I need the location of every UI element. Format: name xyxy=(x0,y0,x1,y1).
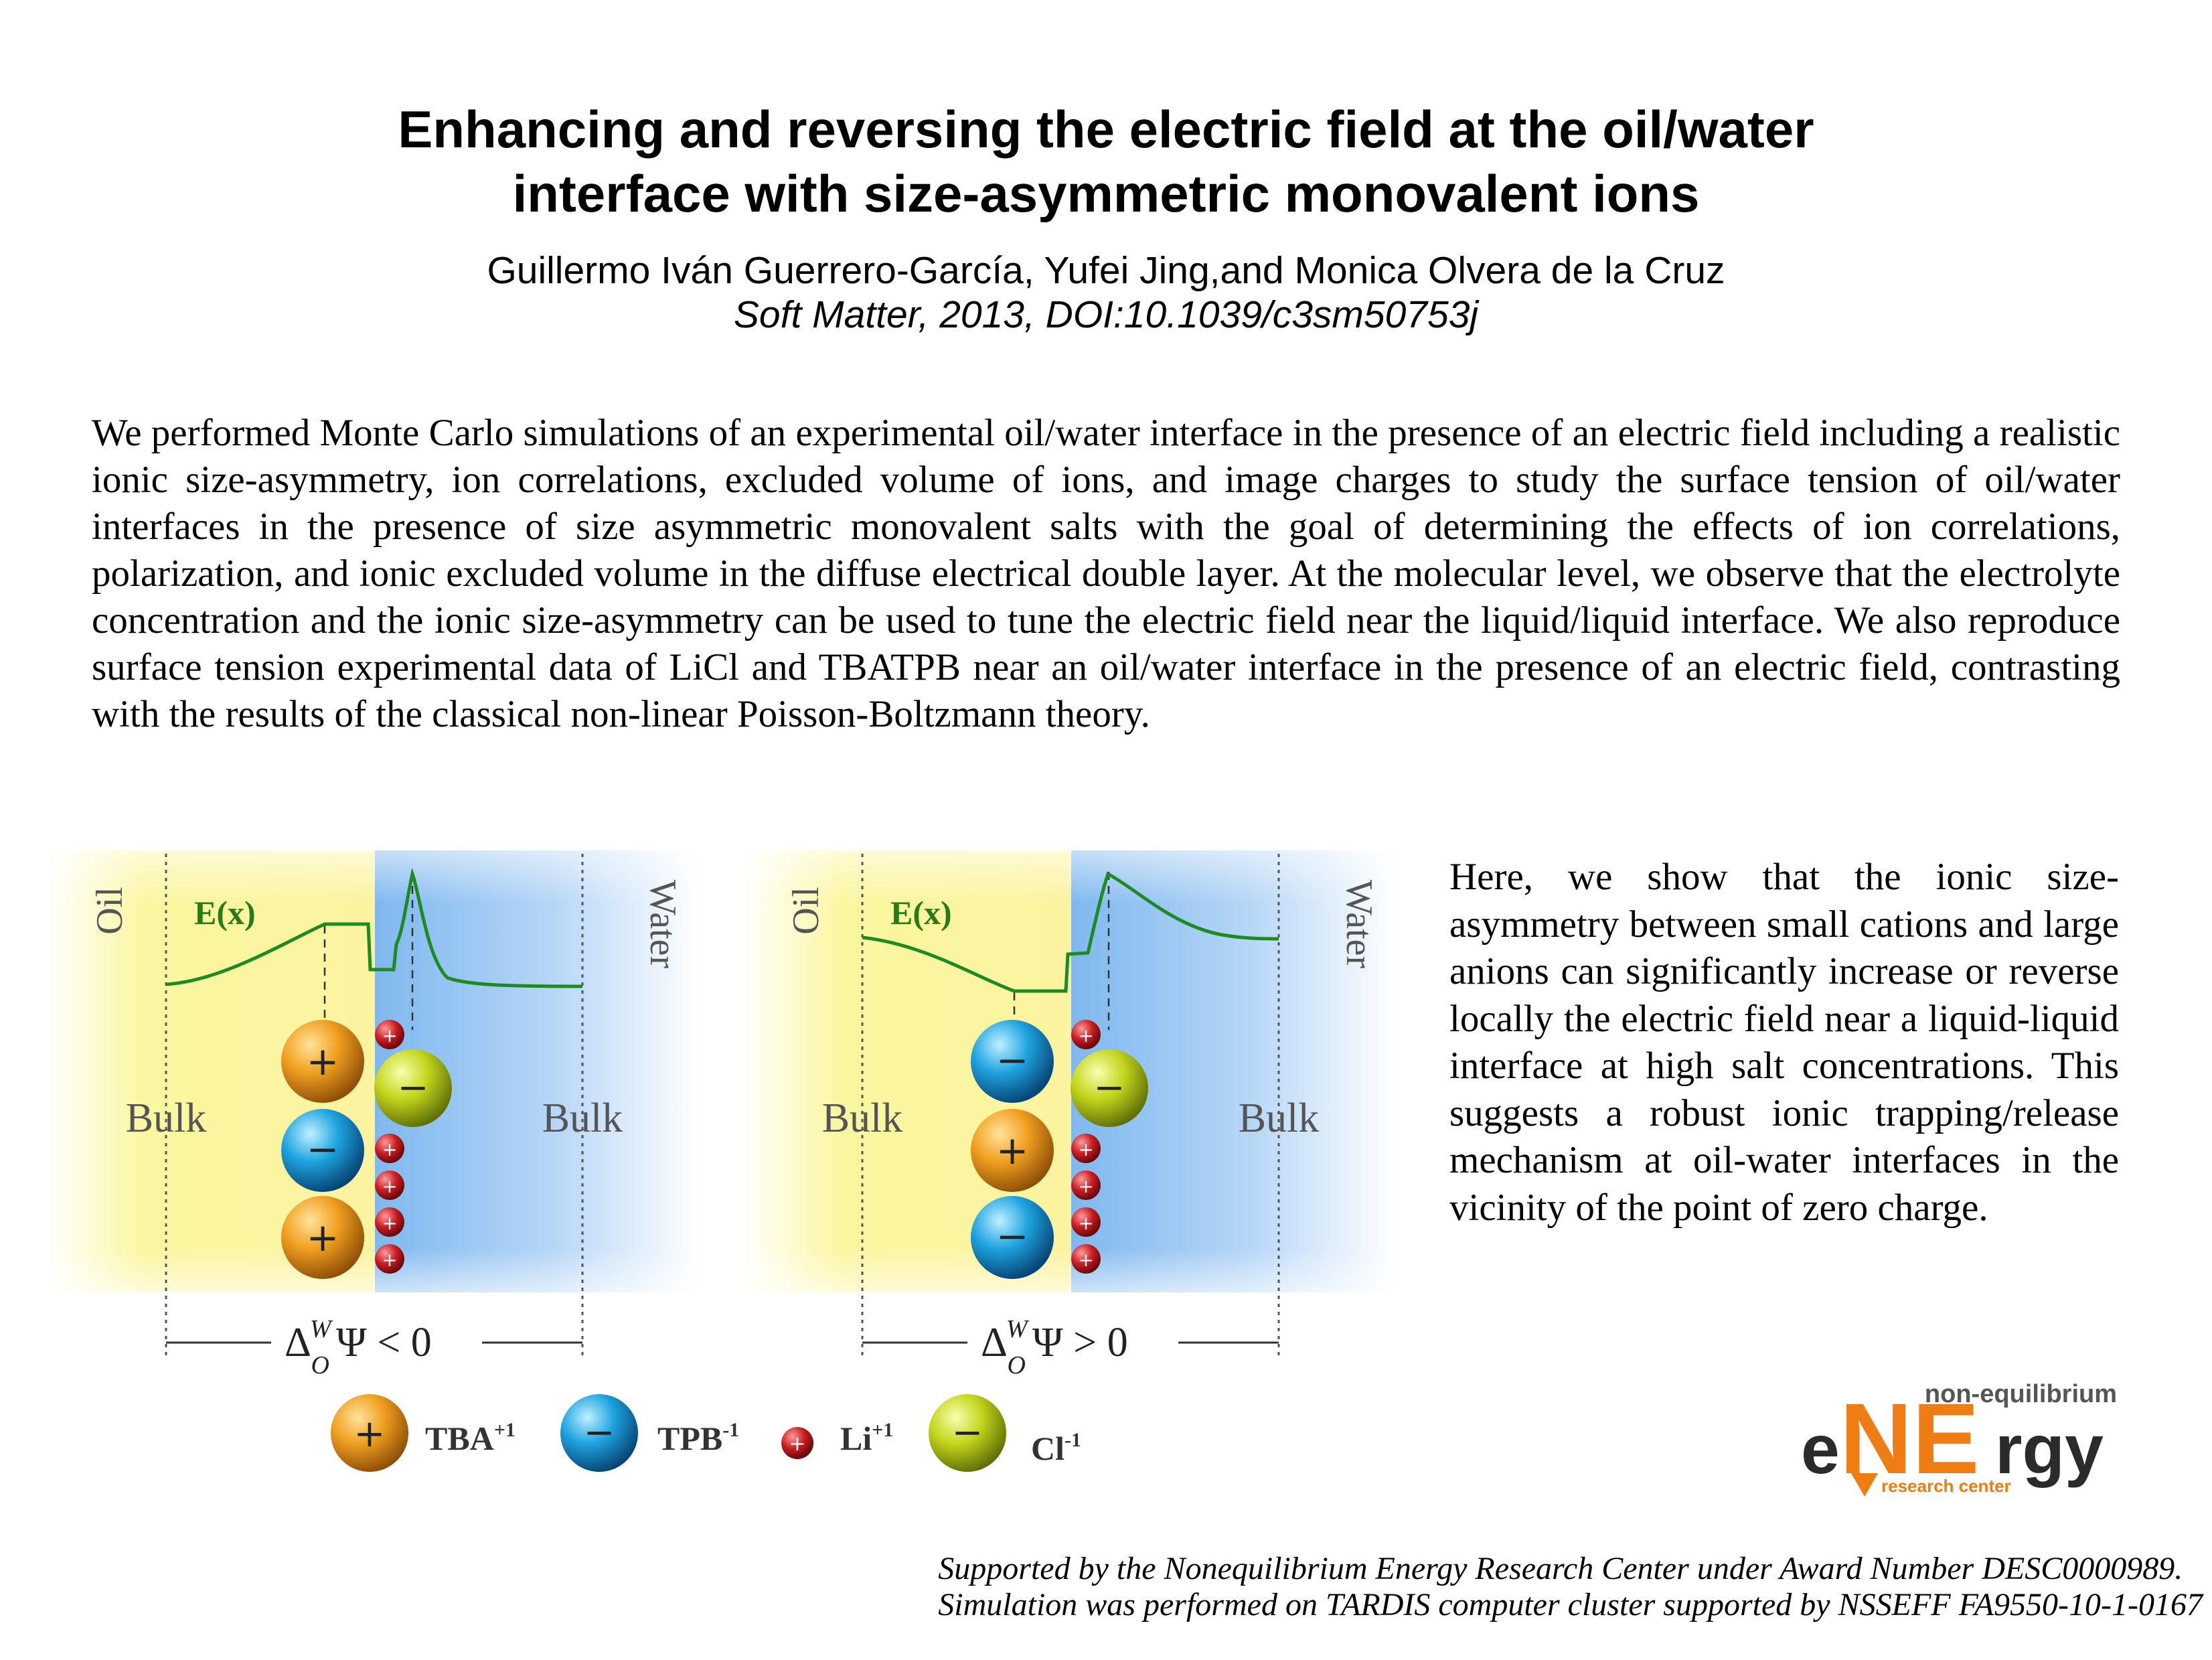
li-cation: + xyxy=(375,1020,404,1049)
cl-anion: − xyxy=(1071,1049,1148,1127)
svg-text:−: − xyxy=(996,1037,1029,1083)
svg-text:+: + xyxy=(354,1412,386,1456)
field-curve xyxy=(165,867,583,988)
li-cation: + xyxy=(375,1207,404,1237)
svg-text:+: + xyxy=(382,1175,397,1197)
tba-cation: + xyxy=(971,1109,1054,1192)
potential-difference-label: ΔW O Ψ < 0 xyxy=(285,1315,432,1379)
li-cation: + xyxy=(1071,1171,1101,1200)
oil-label: Oil xyxy=(89,887,131,935)
svg-text:−: − xyxy=(398,1066,429,1110)
svg-text:+: + xyxy=(789,1432,805,1456)
water-label: Water xyxy=(1338,880,1380,969)
svg-text:−: − xyxy=(584,1411,615,1454)
svg-text:−: − xyxy=(952,1411,983,1454)
tpb-anion: − xyxy=(971,1196,1054,1279)
figure-description: Here, we show that the ionic size-asymme… xyxy=(1449,856,2119,1229)
svg-text:Cl-1: Cl-1 xyxy=(1031,1429,1081,1467)
bulk-label-right: Bulk xyxy=(542,1096,623,1141)
cl-anion: − xyxy=(374,1049,452,1127)
svg-text:−: − xyxy=(307,1126,339,1172)
logo-arrow-icon xyxy=(1851,1473,1878,1497)
li-cation: + xyxy=(1071,1020,1101,1049)
svg-text:+: + xyxy=(382,1138,397,1160)
tba-cation: + xyxy=(281,1196,364,1279)
panel-negative-potential: E(x) Oil Water Bulk Bulk + − + − + + + +… xyxy=(47,850,700,1379)
field-label: E(x) xyxy=(194,894,256,931)
journal-reference: Soft Matter, 2013, DOI:10.1039/c3sm50753… xyxy=(733,293,1479,336)
li-cation: + xyxy=(1071,1134,1101,1163)
potential-difference-label: ΔW O Ψ > 0 xyxy=(981,1315,1128,1379)
authors: Guillermo Iván Guerrero-García, Yufei Ji… xyxy=(487,249,1725,292)
legend-item-li: + Li+1 xyxy=(781,1419,893,1459)
svg-text:TBA+1: TBA+1 xyxy=(425,1419,516,1457)
water-label: Water xyxy=(642,880,684,969)
logo-bottom-text: research center xyxy=(1881,1476,2011,1496)
svg-text:+: + xyxy=(1078,1249,1093,1271)
svg-text:+: + xyxy=(1078,1025,1093,1047)
tpb-anion: − xyxy=(971,1020,1054,1103)
bulk-label-right: Bulk xyxy=(1239,1096,1320,1141)
svg-text:+: + xyxy=(382,1025,397,1047)
field-label: E(x) xyxy=(890,894,952,931)
logo-e: e xyxy=(1801,1411,1840,1489)
acknowledgement-line-1: Supported by the Nonequilibrium Energy R… xyxy=(938,1551,2183,1586)
li-cation: + xyxy=(375,1244,404,1274)
ion-legend: + TBA+1 − TPB-1 + Li+1 − Cl-1 xyxy=(331,1394,1081,1472)
ion-distribution-figure: E(x) Oil Water Bulk Bulk + − + − + + + +… xyxy=(47,850,1396,1472)
acknowledgements: Supported by the Nonequilibrium Energy R… xyxy=(938,1551,2203,1623)
bulk-label-left: Bulk xyxy=(126,1096,207,1141)
legend-item-tba: + TBA+1 xyxy=(331,1394,516,1472)
svg-text:Li+1: Li+1 xyxy=(840,1419,893,1457)
li-cation: + xyxy=(1071,1244,1101,1274)
svg-text:+: + xyxy=(307,1039,339,1084)
legend-item-cl: − Cl-1 xyxy=(929,1394,1081,1472)
title-line-1: Enhancing and reversing the electric fie… xyxy=(398,100,1814,159)
svg-text:+: + xyxy=(1078,1212,1093,1234)
acknowledgement-line-2: Simulation was performed on TARDIS compu… xyxy=(938,1587,2203,1623)
svg-text:+: + xyxy=(996,1128,1029,1173)
field-curve xyxy=(862,871,1279,993)
svg-text:+: + xyxy=(1078,1175,1093,1197)
energy-research-center-logo: non-equilibrium e NE rgy research center xyxy=(1801,1380,2116,1497)
tpb-anion: − xyxy=(281,1109,364,1192)
li-cation: + xyxy=(1071,1207,1101,1237)
svg-text:TPB-1: TPB-1 xyxy=(657,1419,739,1457)
tba-cation: + xyxy=(281,1020,364,1103)
panel-positive-potential: E(x) Oil Water Bulk Bulk − + − − + + + +… xyxy=(743,850,1396,1379)
li-cation: + xyxy=(375,1171,404,1200)
bulk-label-left: Bulk xyxy=(822,1096,903,1141)
svg-text:+: + xyxy=(382,1212,397,1234)
svg-text:+: + xyxy=(307,1215,339,1260)
poster-title: Enhancing and reversing the electric fie… xyxy=(0,97,2212,226)
legend-item-tpb: − TPB-1 xyxy=(560,1394,739,1472)
abstract: We performed Monte Carlo simulations of … xyxy=(92,412,2120,735)
logo-rgy: rgy xyxy=(1995,1411,2104,1489)
svg-text:+: + xyxy=(382,1249,397,1271)
svg-text:−: − xyxy=(996,1213,1029,1259)
logo-top-text: non-equilibrium xyxy=(1925,1380,2116,1408)
li-cation: + xyxy=(375,1134,404,1163)
svg-text:−: − xyxy=(1094,1066,1125,1110)
svg-text:+: + xyxy=(1078,1138,1093,1160)
title-line-2: interface with size-asymmetric monovalen… xyxy=(512,164,1700,223)
oil-label: Oil xyxy=(785,887,827,935)
